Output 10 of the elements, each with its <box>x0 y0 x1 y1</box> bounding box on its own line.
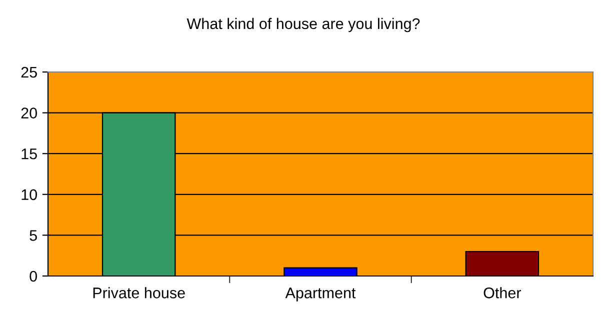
y-tick-label: 15 <box>22 148 37 160</box>
x-tick-label: Private house <box>93 287 185 298</box>
y-tick-label: 5 <box>30 230 37 241</box>
y-tick-label: 10 <box>22 189 37 200</box>
chart-title: What kind of house are you living? <box>186 18 420 32</box>
y-tick-label: 20 <box>21 108 37 118</box>
y-tick-label: 25 <box>21 66 37 78</box>
y-tick-label: 0 <box>30 270 37 282</box>
x-tick-label: Apartment <box>285 288 356 302</box>
x-tick-label: Other <box>484 287 522 298</box>
